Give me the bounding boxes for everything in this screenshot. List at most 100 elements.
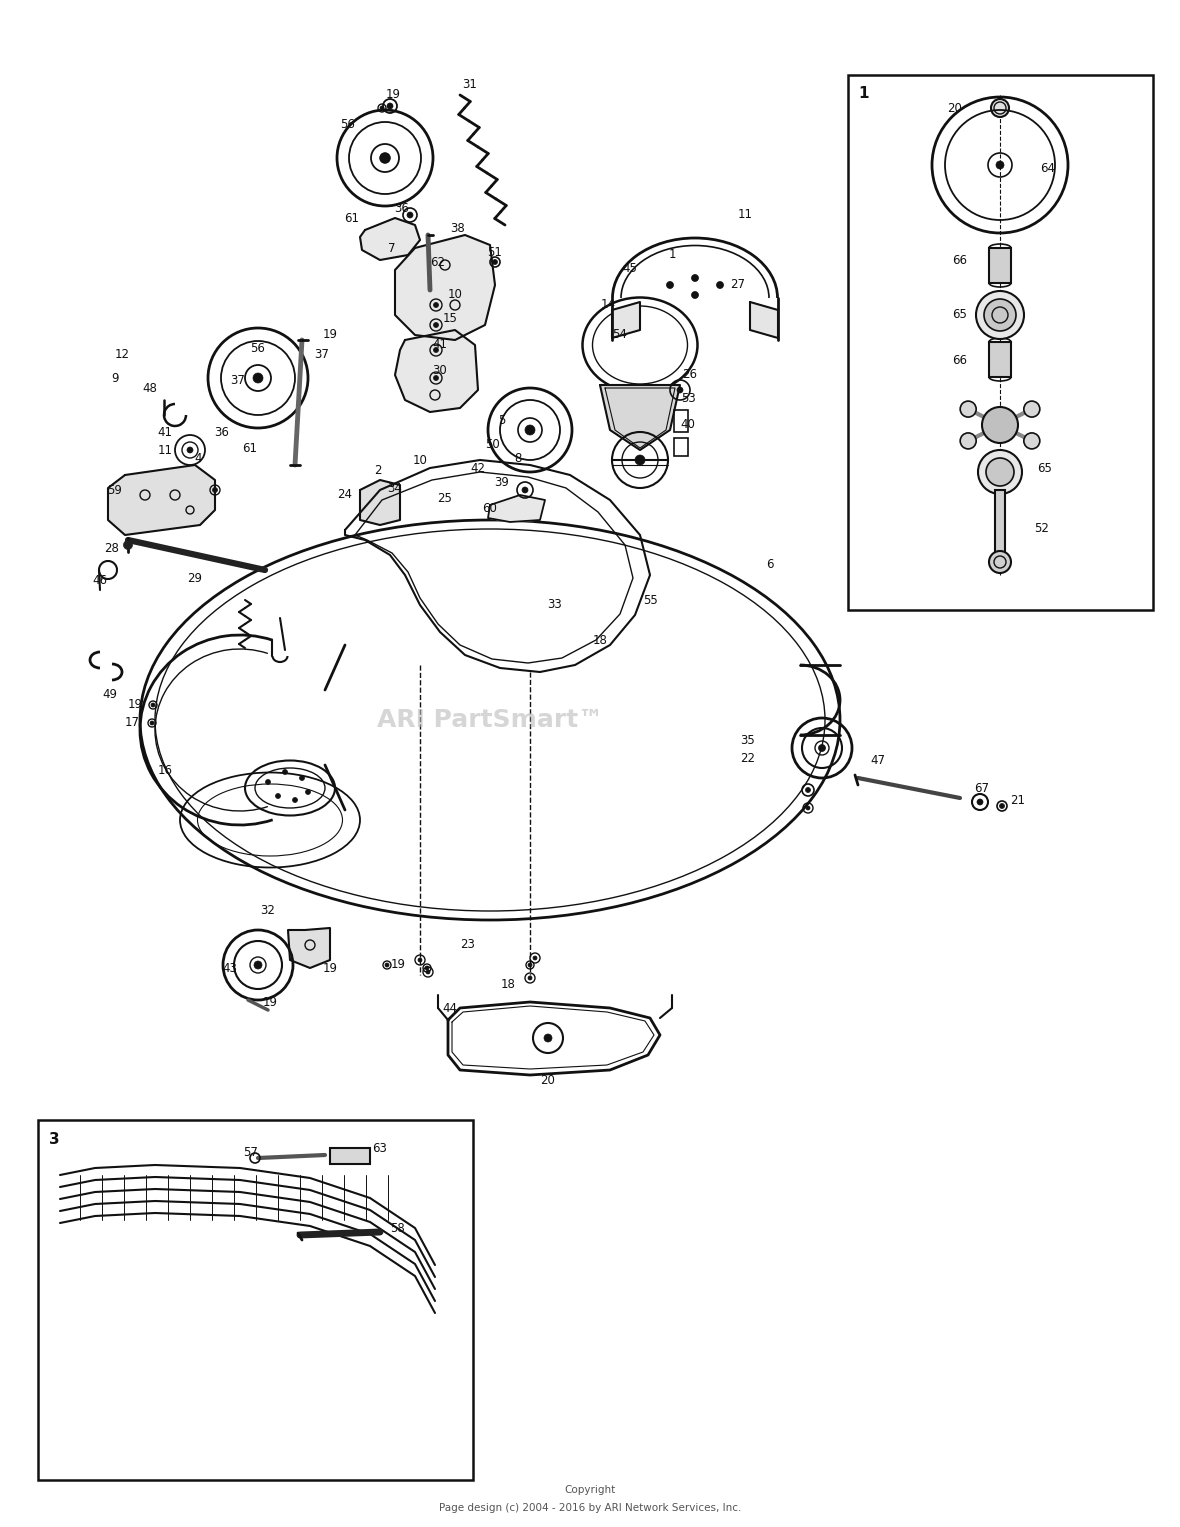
Text: 24: 24 <box>337 489 353 501</box>
Polygon shape <box>750 302 778 337</box>
Text: 61: 61 <box>345 212 360 224</box>
Circle shape <box>275 794 281 799</box>
Text: 9: 9 <box>111 371 119 385</box>
Text: 31: 31 <box>463 78 478 92</box>
Text: 4: 4 <box>195 452 202 464</box>
Text: 38: 38 <box>451 221 465 235</box>
Text: 37: 37 <box>230 374 245 386</box>
Circle shape <box>407 212 413 218</box>
Circle shape <box>806 806 809 809</box>
Bar <box>995 490 1005 560</box>
Circle shape <box>1024 402 1040 417</box>
Bar <box>38 1119 473 1480</box>
Circle shape <box>977 799 983 805</box>
Text: 19: 19 <box>127 698 143 712</box>
Circle shape <box>300 776 304 780</box>
Text: 1: 1 <box>859 86 870 101</box>
Text: 58: 58 <box>391 1222 405 1234</box>
Circle shape <box>433 376 439 380</box>
Text: 29: 29 <box>188 571 203 585</box>
Polygon shape <box>360 218 420 260</box>
Circle shape <box>426 970 430 974</box>
Text: ARI PartSmart™: ARI PartSmart™ <box>376 709 603 731</box>
Text: 14: 14 <box>601 298 616 312</box>
Polygon shape <box>599 385 680 450</box>
Circle shape <box>989 551 1011 573</box>
Text: 18: 18 <box>592 634 608 646</box>
Polygon shape <box>489 495 545 522</box>
Circle shape <box>186 447 194 454</box>
Text: 66: 66 <box>952 353 968 366</box>
Text: 10: 10 <box>447 289 463 301</box>
Text: 61: 61 <box>243 441 257 455</box>
Text: 48: 48 <box>143 382 157 394</box>
Bar <box>848 75 1153 609</box>
Circle shape <box>961 402 976 417</box>
Circle shape <box>522 487 527 493</box>
Text: 59: 59 <box>107 484 123 496</box>
Text: 60: 60 <box>483 501 498 515</box>
Text: 5: 5 <box>498 414 506 426</box>
Text: 37: 37 <box>315 348 329 362</box>
Text: 39: 39 <box>494 475 510 489</box>
Circle shape <box>691 292 699 298</box>
Text: 41: 41 <box>157 426 172 438</box>
Text: 53: 53 <box>681 391 695 405</box>
Text: 57: 57 <box>243 1145 258 1159</box>
Polygon shape <box>395 330 478 412</box>
Circle shape <box>306 789 310 794</box>
Text: 52: 52 <box>1035 522 1049 534</box>
Text: 64: 64 <box>1041 162 1055 174</box>
Text: 3: 3 <box>48 1133 59 1147</box>
Text: 20: 20 <box>948 101 963 115</box>
Circle shape <box>151 702 155 707</box>
Circle shape <box>691 275 699 281</box>
Text: 21: 21 <box>1010 794 1025 806</box>
Circle shape <box>525 425 535 435</box>
Circle shape <box>150 721 155 725</box>
Circle shape <box>716 281 723 289</box>
Text: 36: 36 <box>394 202 409 214</box>
Text: 50: 50 <box>485 438 499 452</box>
Circle shape <box>533 956 537 960</box>
Text: 43: 43 <box>223 962 237 974</box>
Polygon shape <box>109 466 215 534</box>
Text: 19: 19 <box>322 962 337 974</box>
Circle shape <box>982 408 1018 443</box>
Bar <box>674 411 688 432</box>
Text: 10: 10 <box>413 454 427 467</box>
Text: 42: 42 <box>471 461 485 475</box>
Circle shape <box>999 803 1004 808</box>
Text: 15: 15 <box>442 312 458 325</box>
Text: 27: 27 <box>730 278 746 292</box>
Circle shape <box>253 373 263 383</box>
Text: 65: 65 <box>952 308 968 322</box>
Text: 22: 22 <box>741 751 755 765</box>
Text: 66: 66 <box>952 253 968 267</box>
Text: 20: 20 <box>540 1073 556 1087</box>
Circle shape <box>212 487 217 493</box>
Circle shape <box>986 458 1014 486</box>
Circle shape <box>433 302 439 307</box>
Text: 6: 6 <box>766 559 774 571</box>
Circle shape <box>991 99 1009 118</box>
Circle shape <box>418 957 422 962</box>
Circle shape <box>387 102 393 108</box>
Text: 11: 11 <box>738 209 753 221</box>
Circle shape <box>978 450 1022 495</box>
Text: 56: 56 <box>341 119 355 131</box>
Bar <box>674 438 688 457</box>
Bar <box>989 342 1011 377</box>
Polygon shape <box>612 302 640 337</box>
Circle shape <box>433 348 439 353</box>
Bar <box>989 247 1011 282</box>
Bar <box>330 1148 371 1164</box>
Text: 7: 7 <box>388 241 395 255</box>
Circle shape <box>667 281 674 289</box>
Circle shape <box>961 434 976 449</box>
Text: 12: 12 <box>114 348 130 362</box>
Text: 8: 8 <box>514 452 522 464</box>
Text: 19: 19 <box>262 996 277 1008</box>
Text: 26: 26 <box>682 368 697 382</box>
Circle shape <box>527 976 532 980</box>
